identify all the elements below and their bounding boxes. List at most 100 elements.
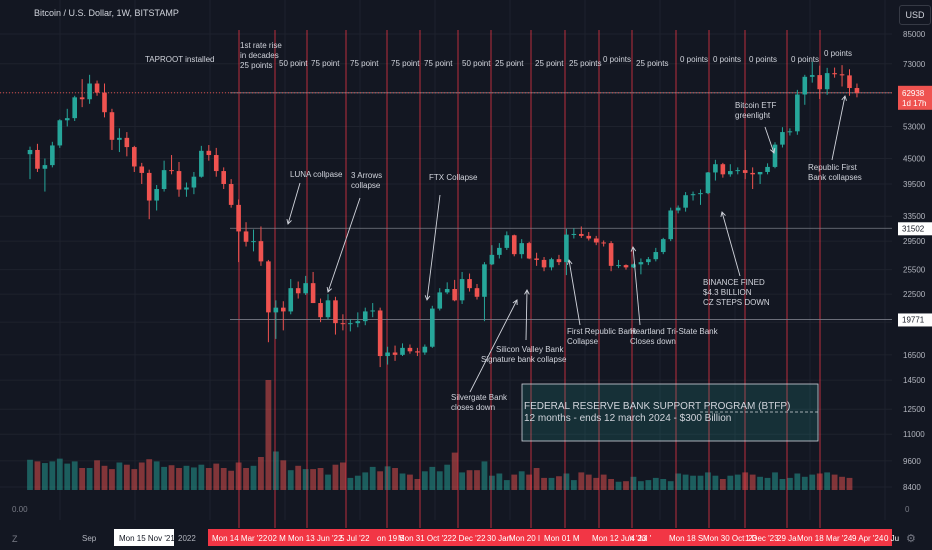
candle-body (318, 303, 323, 318)
annotation-svb: Silicon Valley Bank (496, 345, 564, 354)
candle-body (765, 166, 770, 172)
candle-body (847, 75, 852, 89)
candle-body (742, 170, 748, 173)
candle-body (340, 323, 346, 325)
annotation-binance: CZ STEPS DOWN (703, 298, 770, 307)
volume-bar (131, 469, 138, 490)
annotation-silvergate: closes down (451, 403, 495, 412)
volume-bar (198, 464, 205, 490)
volume-bar (466, 470, 473, 490)
volume-bar (839, 476, 845, 490)
candle-body (295, 288, 301, 294)
volume-bar (570, 480, 577, 490)
event-label: in decades (240, 51, 279, 60)
x-tick-label: on 19 S (377, 534, 405, 543)
candle-body (221, 171, 226, 184)
candle-body (474, 288, 480, 297)
candle-body (705, 172, 711, 194)
candle-body (459, 279, 465, 301)
candle-body (169, 170, 174, 172)
x-tick-label: '4 Jul ' (629, 534, 652, 543)
time-axis-highlight (208, 529, 892, 546)
arrow-head (512, 299, 518, 306)
volume-bar (556, 476, 562, 490)
event-label: 0 points (791, 55, 819, 64)
candle-body (713, 164, 718, 173)
volume-bar (436, 471, 443, 490)
price-badge-value: 19771 (902, 315, 925, 324)
price-axis[interactable]: 8500073000630005300045000395003350029500… (898, 30, 932, 492)
candle-body (482, 264, 487, 297)
arrow-head (720, 211, 726, 217)
candle-body (519, 243, 524, 255)
candle-body (690, 194, 696, 196)
volume-bar (109, 469, 115, 490)
volume-bar (79, 468, 86, 490)
candle-body (854, 88, 860, 93)
volume-bar (265, 380, 272, 490)
candle-body (638, 262, 644, 265)
volume-bar (541, 477, 547, 490)
volume-bar (101, 465, 108, 490)
volume-bar (712, 475, 719, 490)
candle-body (735, 170, 741, 172)
volume-bar (638, 481, 644, 490)
y-tick-label: 29500 (903, 237, 926, 246)
candle-body (251, 241, 256, 243)
candle-body (549, 259, 554, 268)
candle-body (452, 288, 457, 301)
y-tick-label: 12500 (903, 405, 926, 414)
candle-body (504, 235, 510, 248)
currency-button[interactable]: USD (899, 5, 931, 25)
time-cursor-box (114, 529, 174, 546)
x-tick-label: Mon 31 Oct '22 (398, 534, 453, 543)
candle-body (266, 261, 271, 313)
gear-icon[interactable]: ⚙ (906, 533, 916, 545)
btfp-box-rect (521, 383, 819, 442)
volume-bar (578, 472, 585, 490)
y-tick-label: 53000 (903, 122, 926, 131)
z-icon[interactable]: Z (12, 534, 18, 544)
annotation-etf: Bitcoin ETF (735, 101, 776, 110)
candle-body (571, 233, 577, 235)
y-tick-label: 16500 (903, 351, 926, 360)
volume-bar (317, 468, 324, 490)
y-tick-label: 39500 (903, 180, 926, 189)
candle-body (124, 137, 130, 148)
candles (27, 61, 860, 368)
volume-scale-zero: 0 (905, 505, 910, 514)
volume-bar (392, 468, 398, 490)
candle-body (362, 311, 368, 322)
event-label: 25 point (535, 59, 564, 68)
candle-body (154, 189, 159, 201)
volume-bar (533, 468, 540, 490)
arrow-head (326, 286, 332, 293)
volume-bar (168, 465, 175, 490)
volume-bar (489, 475, 495, 490)
y-tick-label: 22500 (903, 290, 926, 299)
volume-bar (451, 452, 458, 490)
volume-bar (146, 459, 153, 490)
candle-body (281, 307, 286, 312)
volume-bar (369, 466, 376, 490)
volume-bar (347, 477, 354, 490)
volume-bar (846, 477, 853, 490)
candle-body (333, 300, 338, 324)
candle-body (541, 259, 547, 268)
annotation-ftx: FTX Collapse (429, 173, 478, 182)
event-label: 50 point (279, 59, 308, 68)
candle-body (586, 235, 592, 239)
candle-body (161, 170, 167, 190)
candle-body (832, 73, 837, 75)
x-tick-label: Mon 12 Jun '23 (592, 534, 647, 543)
candle-body (757, 171, 763, 175)
x-tick-label: Mon 18 S (669, 534, 703, 543)
candle-body (191, 176, 197, 188)
event-label: 0 points (824, 49, 852, 58)
candle-body (802, 76, 808, 95)
x-tick-label: Mon 30 Oct '23 (703, 534, 758, 543)
candle-body (206, 150, 212, 156)
event-label: 75 point (391, 59, 420, 68)
